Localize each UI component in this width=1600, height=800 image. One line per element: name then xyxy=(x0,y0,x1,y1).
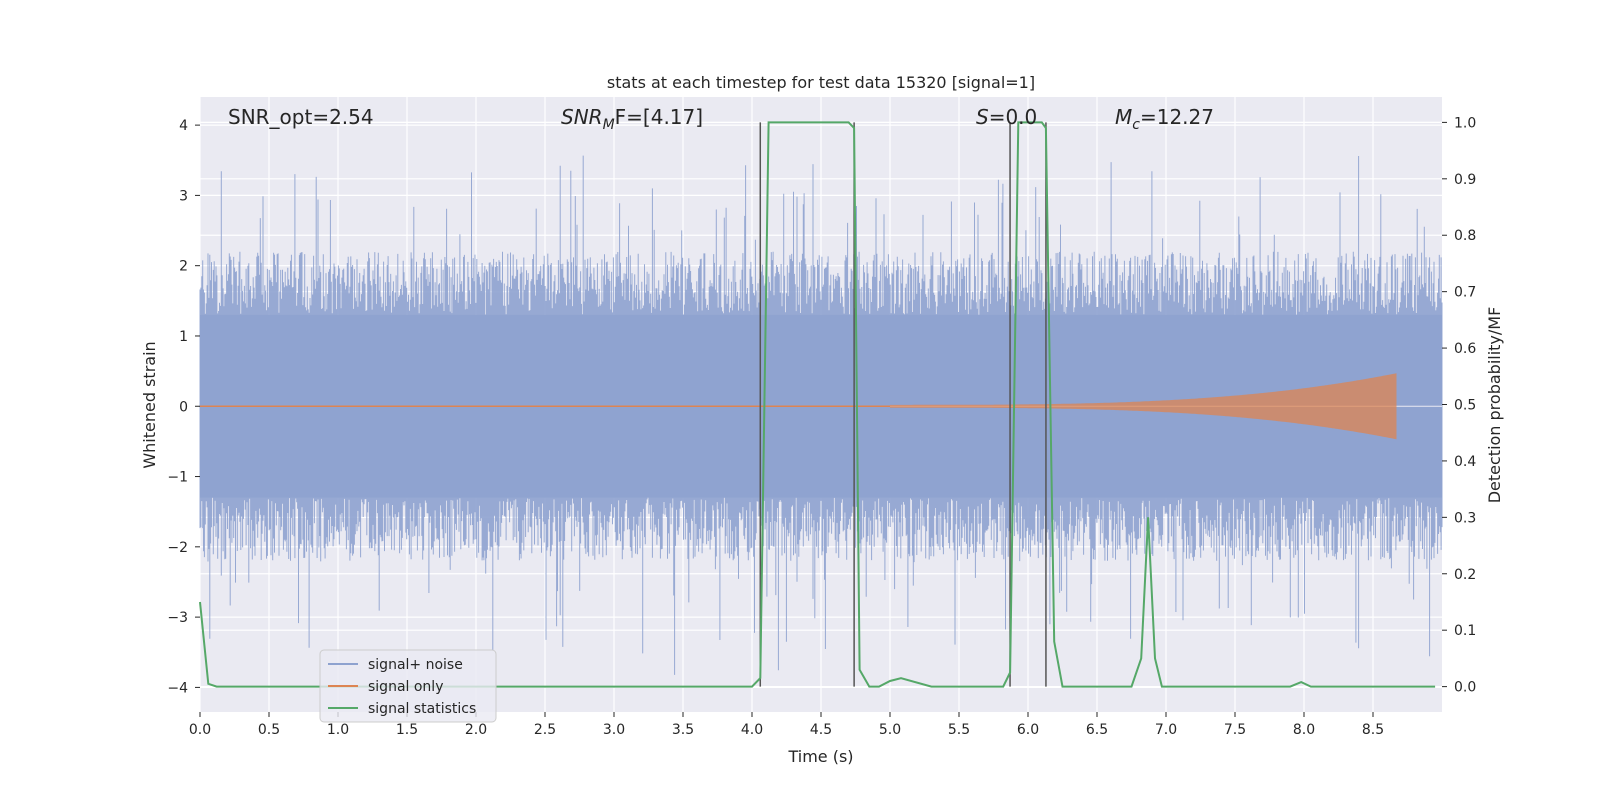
annotation-s: S=0.0 xyxy=(976,105,1037,129)
legend-label-signal-only: signal only xyxy=(368,679,443,695)
x-tick-label: 1.0 xyxy=(327,722,349,738)
x-axis-ticks: 0.0 0.5 1.0 1.5 2.0 2.5 3.0 3.5 4.0 4.5 5.0 5.5 6.0 6… xyxy=(189,712,1384,738)
y2-tick-label: 0.4 xyxy=(1454,454,1476,470)
x-tick-label: 8.0 xyxy=(1293,722,1315,738)
y2-tick-label: 0.3 xyxy=(1454,510,1476,526)
signal-statistics-line xyxy=(199,121,1436,688)
annotation-mc: Mc=12.27 xyxy=(1115,105,1214,133)
y2-tick-label: 1.0 xyxy=(1454,115,1476,131)
y2-tick-label: 0.6 xyxy=(1454,341,1476,357)
y2-axis-label: Detection probability/MF xyxy=(1485,307,1504,504)
y2-tick-label: 0.0 xyxy=(1454,680,1476,696)
chirp-envelope xyxy=(890,373,1397,440)
x-tick-label: 5.5 xyxy=(948,722,970,738)
x-tick-label: 8.5 xyxy=(1362,722,1384,738)
x-tick-label: 0.0 xyxy=(189,722,211,738)
y2-tick-label: 0.1 xyxy=(1454,623,1476,639)
x-tick-label: 0.5 xyxy=(258,722,280,738)
y-tick-label: 0 xyxy=(179,399,188,415)
y-tick-label: −2 xyxy=(167,540,188,556)
y-tick-label: 4 xyxy=(179,118,188,134)
x-tick-label: 1.5 xyxy=(396,722,418,738)
annotation-s-rest: =0.0 xyxy=(989,105,1038,129)
x-tick-label: 5.0 xyxy=(879,722,901,738)
annotation-mc-sub: c xyxy=(1132,117,1140,133)
legend-label-signal-statistics: signal statistics xyxy=(368,701,476,717)
y-tick-label: −3 xyxy=(167,610,188,626)
annotation-snr-mf-main: SNR xyxy=(561,105,603,129)
y-tick-label: 3 xyxy=(179,188,188,204)
y-axis-label: Whitened strain xyxy=(140,341,159,468)
x-tick-label: 6.5 xyxy=(1086,722,1108,738)
legend-box xyxy=(319,649,497,723)
y-tick-label: −1 xyxy=(167,470,188,486)
annotation-snr-mf-sub: M xyxy=(603,117,615,133)
x-tick-label: 6.0 xyxy=(1017,722,1039,738)
annotation-snr-mf: SNRMF=[4.17] xyxy=(561,105,703,133)
x-axis-label: Time (s) xyxy=(787,747,853,766)
x-tick-label: 3.0 xyxy=(603,722,625,738)
signal-statistics-series xyxy=(199,121,1436,688)
x-tick-label: 4.0 xyxy=(741,722,763,738)
x-tick-label: 2.0 xyxy=(465,722,487,738)
y2-axis-ticks: 1.0 0.9 0.8 0.7 0.6 0.5 0.4 0.3 0.2 0.1 0.0 xyxy=(1442,115,1476,696)
legend-label-signal-noise: signal+ noise xyxy=(368,657,463,673)
x-tick-label: 4.5 xyxy=(810,722,832,738)
x-tick-label: 7.5 xyxy=(1224,722,1246,738)
x-tick-label: 2.5 xyxy=(534,722,556,738)
y-tick-label: 2 xyxy=(179,259,188,275)
signal-only-series xyxy=(200,373,1397,440)
x-tick-label: 7.0 xyxy=(1155,722,1177,738)
y2-tick-label: 0.8 xyxy=(1454,228,1476,244)
y2-tick-label: 0.7 xyxy=(1454,285,1476,301)
legend: signal+ noise signal only signal statist… xyxy=(319,649,497,723)
y2-tick-label: 0.5 xyxy=(1454,398,1476,414)
annotation-s-main: S xyxy=(976,105,989,129)
y-tick-label: −4 xyxy=(167,680,188,696)
annotation-mc-main: M xyxy=(1115,105,1132,129)
y-axis-ticks: 4 3 2 1 0 −1 −2 −3 −4 xyxy=(167,118,200,696)
y2-tick-label: 0.2 xyxy=(1454,567,1476,583)
annotation-snr-mf-rest: F=[4.17] xyxy=(615,105,703,129)
annotation-snr-opt: SNR_opt=2.54 xyxy=(228,105,374,129)
annotation-mc-rest: =12.27 xyxy=(1140,105,1214,129)
y-tick-label: 1 xyxy=(179,329,188,345)
chart-title: stats at each timestep for test data 153… xyxy=(607,73,1035,92)
y2-tick-label: 0.9 xyxy=(1454,172,1476,188)
x-tick-label: 3.5 xyxy=(672,722,694,738)
